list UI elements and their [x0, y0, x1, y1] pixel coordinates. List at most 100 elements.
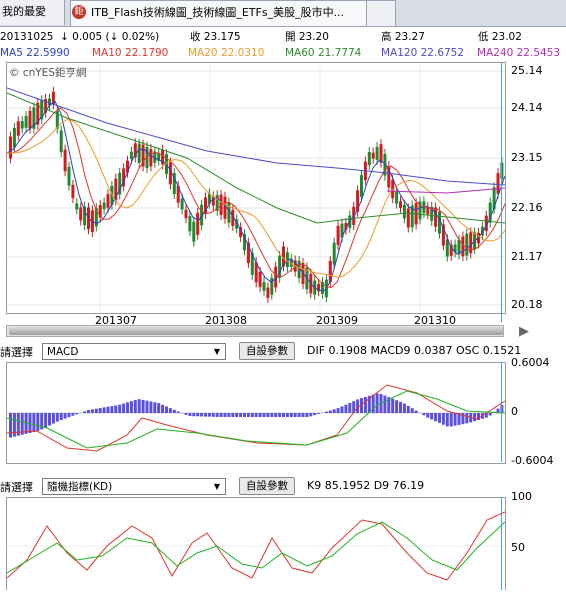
osc-bar — [278, 413, 281, 417]
osc-bar — [161, 405, 164, 413]
price-chart-panel[interactable] — [6, 62, 506, 314]
indicator1-select-label: 請選擇 — [0, 344, 33, 360]
osc-bar — [185, 413, 188, 415]
osc-bar — [130, 401, 133, 413]
ma20-line — [7, 119, 505, 277]
osc-bar — [450, 413, 453, 426]
ma5-label: MA5 22.5990 — [0, 46, 70, 60]
osc-bar — [317, 413, 320, 414]
tab-itb-chart[interactable]: ITB_Flash技術線圖_技術線圖_ETFs_美股_股市中... — [70, 0, 382, 26]
osc-bar — [44, 413, 47, 427]
candle-body — [29, 111, 32, 129]
osc-bar — [341, 406, 344, 413]
candle-body — [185, 210, 188, 219]
osc-bar — [103, 407, 106, 413]
osc-bar — [173, 410, 176, 413]
price-tick-3: 22.16 — [511, 201, 543, 214]
macd-panel[interactable] — [6, 362, 506, 464]
osc-bar — [169, 408, 172, 413]
candle-body — [407, 209, 410, 228]
ma240-line — [387, 188, 505, 193]
osc-bar — [212, 413, 215, 417]
osc-bar — [107, 407, 110, 413]
quote-open: 開 23.20 — [285, 30, 329, 44]
osc-bar — [157, 403, 160, 413]
candlestick-chart — [7, 63, 505, 313]
osc-bar — [251, 413, 254, 417]
osc-bar — [309, 413, 312, 416]
ma120-label: MA120 22.6752 — [381, 46, 464, 60]
osc-bar — [227, 413, 230, 417]
osc-bar — [489, 413, 492, 415]
ma240-label: MA240 22.5453 — [477, 46, 560, 60]
osc-bar — [9, 413, 12, 438]
osc-bar — [274, 413, 277, 417]
quote-close: 收 23.175 — [190, 30, 241, 44]
osc-bar — [348, 403, 351, 413]
quote-low: 低 23.02 — [478, 30, 522, 44]
osc-bar — [282, 413, 285, 417]
candle-body — [149, 149, 152, 166]
osc-bar — [138, 399, 141, 413]
osc-bar — [48, 413, 51, 426]
osc-bar — [243, 413, 246, 417]
candle-body — [25, 116, 28, 128]
osc-bar — [83, 411, 86, 413]
time-scrollbar[interactable] — [6, 325, 504, 337]
candle-body — [181, 199, 184, 210]
indicator2-dropdown[interactable]: 隨機指標(KD) ▼ — [42, 478, 226, 495]
osc-bar — [325, 412, 328, 413]
osc-bar — [376, 393, 379, 413]
osc-bar — [434, 413, 437, 421]
osc-bar — [60, 413, 63, 420]
quote-high: 高 23.27 — [381, 30, 425, 44]
crosshair-line — [501, 62, 502, 322]
candle-body — [263, 282, 266, 291]
osc-bar — [364, 397, 367, 413]
osc-bar — [64, 413, 67, 419]
tab-favorites[interactable]: 我的最愛 — [0, 0, 65, 25]
quote-date: 20131025 — [0, 30, 53, 44]
candle-body — [376, 147, 379, 160]
osc-bar — [13, 413, 16, 437]
candle-body — [68, 167, 71, 186]
kd-panel[interactable] — [6, 497, 506, 590]
indicator1-settings-button[interactable]: 自設參數 — [239, 342, 295, 360]
osc-bar — [473, 413, 476, 421]
osc-bar — [220, 413, 223, 417]
osc-bar — [192, 413, 195, 416]
tab-new[interactable] — [366, 0, 396, 26]
price-tick-5: 20.18 — [511, 298, 543, 311]
candle-body — [188, 216, 191, 231]
osc-bar — [465, 413, 468, 423]
crosshair-line-macd — [501, 362, 502, 462]
candle-body — [107, 194, 110, 207]
osc-bar — [415, 411, 418, 413]
osc-bar — [407, 406, 410, 413]
indicator1-dropdown[interactable]: MACD ▼ — [42, 343, 226, 360]
kd-readout: K9 85.1952 D9 76.19 — [307, 479, 424, 492]
ma120-line — [7, 88, 505, 185]
tab-bar: 我的最愛 ITB_Flash技術線圖_技術線圖_ETFs_美股_股市中... 鉅 — [0, 0, 566, 27]
osc-bar — [294, 413, 297, 417]
candle-body — [372, 153, 375, 159]
kd-tick-100: 100 — [511, 490, 532, 503]
play-arrow-icon[interactable]: ▶ — [519, 324, 529, 339]
macd-tick-top: 0.6004 — [511, 356, 550, 369]
osc-bar — [403, 404, 406, 413]
candle-body — [64, 150, 67, 172]
osc-bar — [290, 413, 293, 417]
quote-bar: 20131025 ↓ 0.005 (↓ 0.02%) 收 23.175 開 23… — [0, 30, 566, 44]
candle-body — [497, 173, 500, 194]
candle-body — [380, 144, 383, 163]
scrollbar-thumb[interactable] — [9, 327, 503, 335]
candle-body — [274, 267, 277, 288]
indicator2-settings-button[interactable]: 自設參數 — [239, 477, 295, 495]
osc-bar — [383, 396, 386, 413]
cnyes-watermark: © cnYES鉅亨網 — [9, 65, 86, 80]
candle-body — [75, 203, 78, 209]
candle-body — [434, 207, 437, 226]
osc-bar — [426, 413, 429, 418]
osc-bar — [263, 413, 266, 417]
osc-bar — [313, 413, 316, 415]
